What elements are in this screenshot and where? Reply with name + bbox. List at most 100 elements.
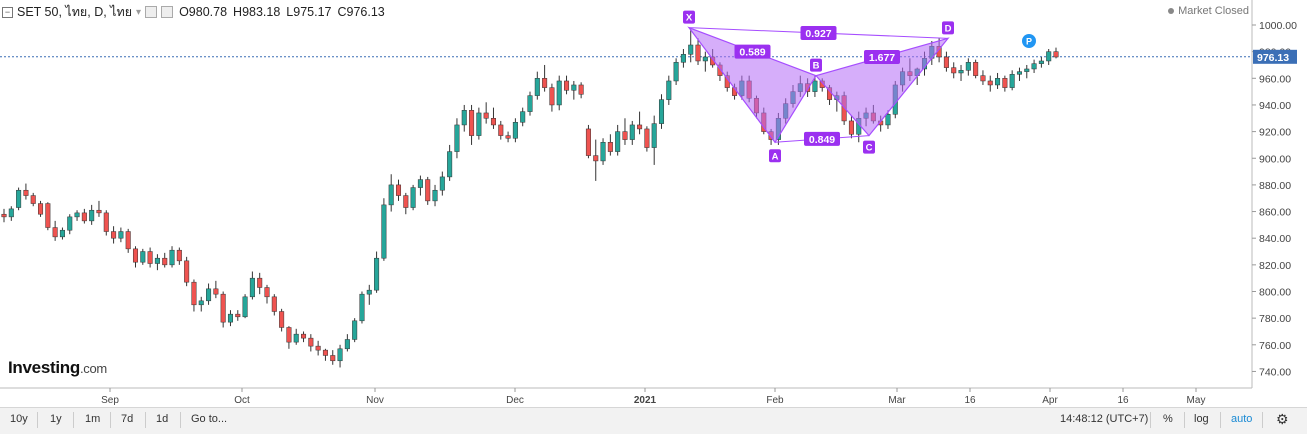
candle-body: [447, 151, 453, 178]
range-10y-button[interactable]: 10y: [10, 413, 28, 425]
candle-body: [388, 184, 394, 206]
pattern-point-badge: [810, 58, 822, 72]
divider: [1220, 412, 1221, 428]
candle-body: [213, 288, 219, 295]
candle-body: [67, 216, 73, 231]
divider: [180, 412, 181, 428]
candle-body: [206, 288, 212, 302]
ohlc-open: O980.78: [179, 5, 228, 19]
candle-body: [1016, 71, 1022, 75]
candle-body: [264, 287, 270, 298]
chart-header: − SET 50, ไทย, D, ไทย ▾ O980.78 H983.18 …: [2, 3, 385, 21]
candle-body: [629, 124, 635, 140]
candle-body: [432, 189, 438, 202]
auto-toggle[interactable]: auto: [1231, 413, 1253, 425]
time-tick-label: Apr: [1042, 395, 1058, 406]
candle-body: [45, 203, 51, 228]
candle-body: [702, 56, 708, 62]
plot-area: [0, 0, 1252, 388]
candle-body: [23, 189, 29, 196]
candle-body: [1, 213, 7, 218]
time-tick-label: Feb: [766, 395, 784, 406]
range-1d-button[interactable]: 1d: [156, 413, 169, 425]
candle-body: [848, 120, 854, 135]
time-tick-label: Oct: [234, 395, 250, 406]
market-status-text: Market Closed: [1178, 5, 1249, 17]
candle-body: [454, 124, 460, 152]
candle-body: [125, 231, 131, 250]
candle-body: [637, 124, 643, 130]
candle-body: [965, 62, 971, 71]
price-tick-label: 920.00: [1259, 127, 1291, 139]
candle-body: [600, 142, 606, 162]
candle-body: [512, 122, 518, 139]
price-tick-label: 820.00: [1259, 260, 1291, 272]
gear-icon[interactable]: ⚙: [1276, 411, 1289, 427]
price-chart[interactable]: 740.00 760.00 780.00 800.00 820.00 840.00 860.…: [0, 0, 1307, 407]
candle-body: [556, 80, 562, 106]
candle-body: [651, 123, 657, 148]
candle-body: [425, 179, 431, 202]
candle-body: [585, 128, 591, 156]
price-tick-label: 800.00: [1259, 287, 1291, 299]
goto-button[interactable]: Go to...: [191, 413, 228, 425]
candle-body: [469, 110, 475, 136]
ratio-bd-label: 1.677: [869, 52, 895, 64]
ratio-xd-label: 0.927: [805, 28, 831, 40]
candle-body: [235, 313, 241, 318]
candle-body: [191, 281, 197, 306]
candle-body: [366, 289, 372, 295]
candle-body: [1024, 68, 1030, 72]
candle-body: [176, 249, 182, 262]
price-tick-label: 960.00: [1259, 73, 1291, 85]
candle-body: [169, 249, 175, 266]
ratio-xb-label-badge: [734, 44, 771, 59]
percent-toggle[interactable]: %: [1163, 413, 1173, 425]
pattern-point-label-c: C: [866, 143, 873, 154]
time-tick-label: 2021: [634, 395, 657, 406]
candle-body: [220, 293, 226, 323]
p-marker-icon: [1022, 34, 1036, 48]
candle-body: [1002, 78, 1008, 88]
candle-body: [359, 293, 365, 322]
candle-body: [154, 257, 160, 264]
candle-body: [30, 195, 36, 204]
clock-text: 14:48:12 (UTC+7): [1060, 413, 1149, 425]
candle-body: [593, 155, 599, 162]
last-price-badge: [1253, 49, 1297, 64]
price-tick-label: 760.00: [1259, 340, 1291, 352]
candle-body: [973, 62, 979, 76]
candle-body: [198, 300, 204, 306]
time-tick-label: Mar: [888, 395, 906, 406]
dropdown-icon[interactable]: ▾: [136, 6, 142, 18]
candle-body: [958, 70, 964, 74]
candle-body: [498, 124, 504, 136]
candle-body: [147, 251, 153, 264]
candle-body: [943, 56, 949, 68]
candle-body: [885, 114, 891, 126]
hide-toggle-icon[interactable]: [161, 6, 174, 18]
candle-body: [658, 99, 665, 124]
settings-toggle-icon[interactable]: [145, 6, 158, 18]
candle-body: [1031, 63, 1037, 70]
pattern-point-label-x: X: [686, 13, 693, 24]
symbol-title[interactable]: SET 50, ไทย, D, ไทย: [17, 5, 133, 19]
log-toggle[interactable]: log: [1194, 413, 1209, 425]
candle-body: [271, 296, 277, 312]
range-7d-button[interactable]: 7d: [121, 413, 134, 425]
candle-body: [695, 44, 701, 62]
price-tick-label: 860.00: [1259, 207, 1291, 219]
candle-body: [688, 44, 694, 55]
candle-body: [439, 176, 445, 191]
candle-body: [374, 257, 380, 291]
ratio-xd-label-badge: [800, 25, 837, 40]
range-1m-button[interactable]: 1m: [85, 413, 101, 425]
range-1y-button[interactable]: 1y: [50, 413, 62, 425]
ratio-ac-label-badge: [804, 131, 840, 146]
p-marker-label: P: [1026, 37, 1032, 47]
collapse-icon[interactable]: −: [2, 6, 13, 18]
candle-body: [286, 327, 292, 343]
candle-body: [337, 348, 343, 362]
divider: [1150, 412, 1151, 428]
ohlc-low: L975.17: [286, 5, 332, 19]
